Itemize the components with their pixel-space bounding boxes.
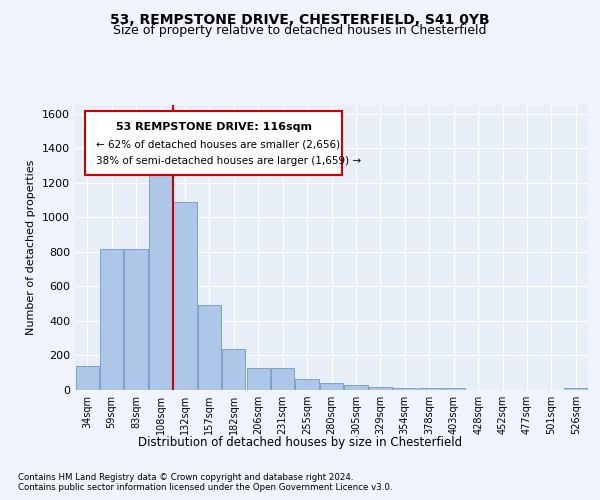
Text: 53, REMPSTONE DRIVE, CHESTERFIELD, S41 0YB: 53, REMPSTONE DRIVE, CHESTERFIELD, S41 0… xyxy=(110,12,490,26)
Text: Size of property relative to detached houses in Chesterfield: Size of property relative to detached ho… xyxy=(113,24,487,37)
Bar xyxy=(100,249,123,390)
Bar xyxy=(344,385,368,390)
Bar xyxy=(271,368,294,390)
Bar xyxy=(393,388,416,390)
Bar xyxy=(124,249,148,390)
Bar xyxy=(149,168,172,390)
Text: Contains public sector information licensed under the Open Government Licence v3: Contains public sector information licen… xyxy=(18,482,392,492)
Bar xyxy=(173,202,197,390)
Bar xyxy=(198,304,221,390)
Text: 38% of semi-detached houses are larger (1,659) →: 38% of semi-detached houses are larger (… xyxy=(95,156,361,166)
Bar xyxy=(442,388,465,390)
Bar xyxy=(295,379,319,390)
Y-axis label: Number of detached properties: Number of detached properties xyxy=(26,160,37,335)
Bar xyxy=(76,366,99,390)
Bar xyxy=(320,384,343,390)
Bar xyxy=(564,388,587,390)
Text: ← 62% of detached houses are smaller (2,656): ← 62% of detached houses are smaller (2,… xyxy=(95,139,340,149)
Text: Contains HM Land Registry data © Crown copyright and database right 2024.: Contains HM Land Registry data © Crown c… xyxy=(18,472,353,482)
Text: 53 REMPSTONE DRIVE: 116sqm: 53 REMPSTONE DRIVE: 116sqm xyxy=(116,122,311,132)
FancyBboxPatch shape xyxy=(85,110,342,175)
Text: Distribution of detached houses by size in Chesterfield: Distribution of detached houses by size … xyxy=(138,436,462,449)
Bar xyxy=(369,388,392,390)
Bar xyxy=(247,368,270,390)
Bar xyxy=(418,388,441,390)
Bar xyxy=(222,349,245,390)
